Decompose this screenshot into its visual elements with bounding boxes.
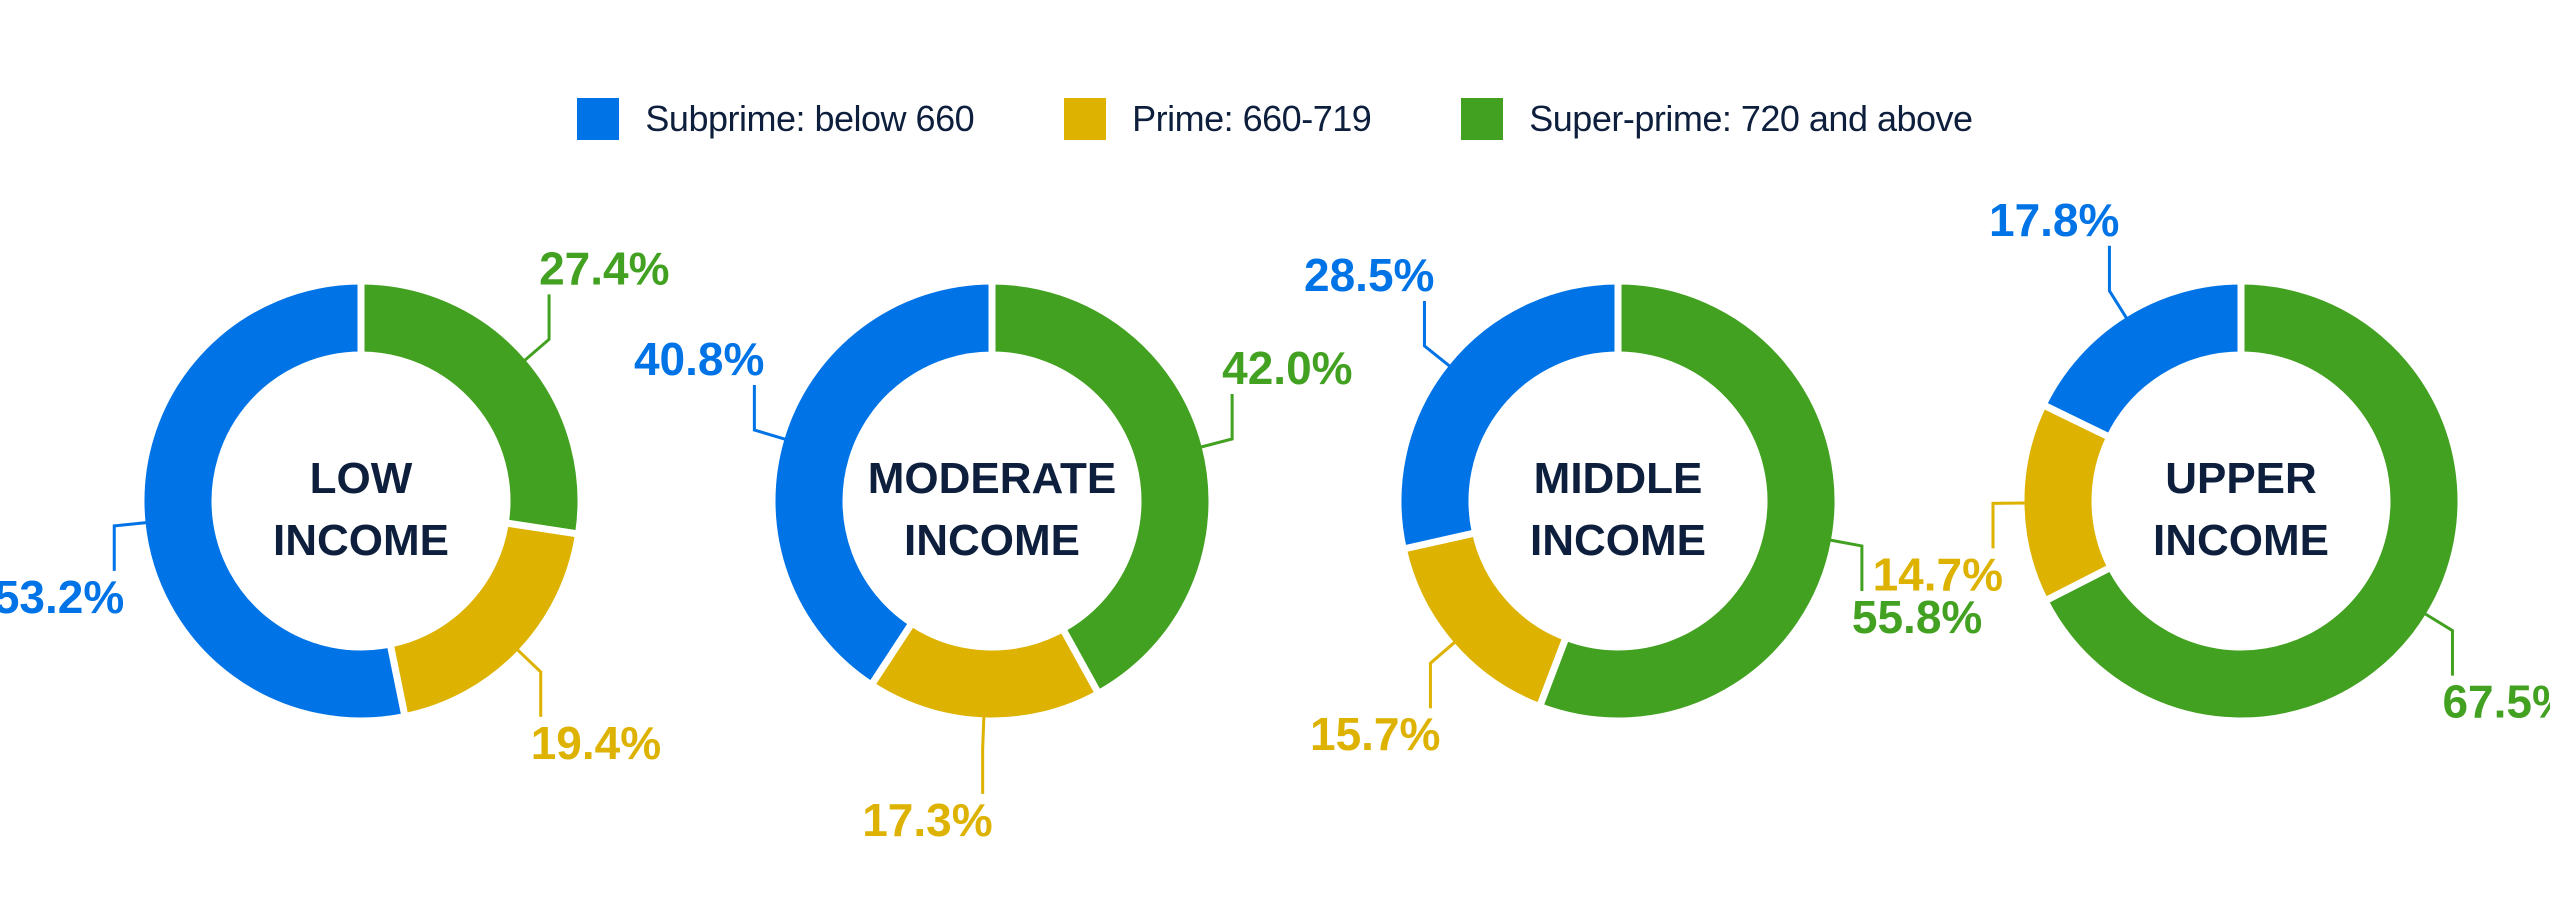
data-label-superprime: 27.4% [539,242,669,294]
data-label-prime: 19.4% [531,717,661,769]
data-label-superprime: 42.0% [1222,342,1352,394]
donut-center-label: MODERATE [868,454,1117,503]
leader-line-prime [1428,641,1456,709]
data-label-subprime: 17.8% [1989,194,2119,246]
data-label-subprime: 53.2% [0,571,124,623]
legend-item-prime: Prime: 660-719 [1064,98,1372,140]
leader-line-subprime [1422,300,1451,368]
leader-line-subprime [2107,245,2128,319]
data-label-subprime: 40.8% [634,333,764,385]
donut-center-label: INCOME [904,516,1080,565]
slice-subprime [137,277,410,725]
leader-line-subprime [112,521,147,571]
donut-center-label: INCOME [1530,516,1706,565]
leader-line-superprime [1200,394,1234,449]
leader-line-superprime [1830,538,1864,591]
legend-label: Prime: 660-719 [1132,98,1372,139]
leader-line-superprime [523,294,551,362]
legend-label: Super-prime: 720 and above [1529,98,1973,139]
slice-superprime [357,277,585,539]
data-label-subprime: 28.5% [1304,249,1434,301]
donut-low-income: 27.4% 19.4% 53.2% LOW INCOME [0,242,670,769]
slice-subprime [768,277,996,690]
legend-swatch-prime [1064,98,1107,140]
donut-center-label: INCOME [273,516,449,565]
data-label-superprime: 67.5% [2442,676,2550,728]
legend-swatch-superprime [1461,98,1504,140]
leader-line-prime [516,648,543,717]
legend-label: Subprime: below 660 [645,98,975,139]
slice-superprime [1535,277,1842,725]
data-label-prime: 15.7% [1310,708,1440,760]
legend: Subprime: below 660 Prime: 660-719 Super… [0,98,2550,140]
leader-line-subprime [752,385,786,441]
legend-swatch-subprime [577,98,620,140]
donut-moderate-income: 42.0% 17.3% 40.8% MODERATE INCOME [634,277,1353,846]
legend-item-superprime: Super-prime: 720 and above [1461,98,1973,140]
data-label-prime: 14.7% [1873,548,2003,600]
leader-line-prime [981,716,986,794]
slice-superprime [988,277,1216,699]
donut-upper-income: 67.5% 14.7% 17.8% UPPER INCOME [1873,194,2550,728]
leader-line-prime [1991,501,2026,549]
donut-center-label: LOW [310,454,413,503]
donut-center-label: MIDDLE [1534,454,1703,503]
slice-subprime [1394,277,1622,554]
leader-line-superprime [2424,612,2454,676]
slice-superprime [2040,277,2465,725]
donut-center-label: UPPER [2165,454,2317,503]
slice-subprime [2038,277,2245,442]
donut-center-label: INCOME [2153,516,2329,565]
data-label-prime: 17.3% [862,794,992,846]
data-label-superprime: 55.8% [1852,591,1982,643]
legend-item-subprime: Subprime: below 660 [577,98,975,140]
donut-middle-income: 55.8% 15.7% 28.5% MIDDLE INCOME [1304,249,1982,760]
